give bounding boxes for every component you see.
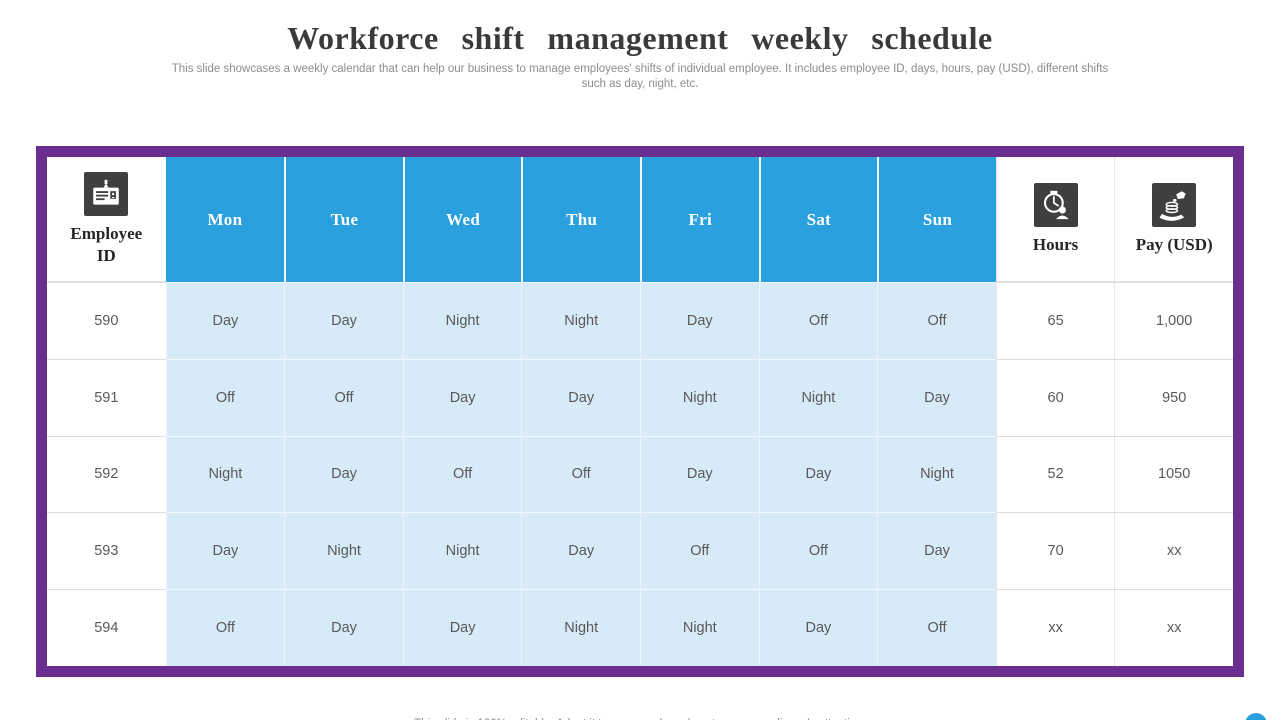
- table-row-3-sat: Off: [758, 512, 878, 590]
- table-row-1-wed: Day: [402, 358, 522, 436]
- table-row-2-hours: 52: [995, 435, 1115, 513]
- table-row-3-fri: Off: [639, 512, 759, 590]
- table-row-0-mon: Day: [165, 282, 285, 359]
- table-row-2-thu: Off: [521, 435, 640, 513]
- table-row-3-mon: Day: [165, 512, 285, 590]
- table-row-2-id: 592: [47, 435, 166, 513]
- table-row-1-fri: Night: [639, 358, 759, 436]
- table-row-3-hours: 70: [995, 512, 1115, 590]
- table-row-0-wed: Night: [402, 282, 522, 359]
- table-row-2-sun: Night: [877, 435, 996, 513]
- pay-header: Pay (USD): [1114, 157, 1233, 282]
- table-row-3-sun: Day: [877, 512, 996, 590]
- table-row-0-sat: Off: [758, 282, 878, 359]
- table-row-2-pay: 1050: [1114, 435, 1233, 513]
- table-row-4-mon: Off: [165, 589, 285, 666]
- slide-subtitle: This slide showcases a weekly calendar t…: [171, 63, 1109, 91]
- employee-id-header-label: Employee ID: [70, 224, 143, 265]
- table-row-0-thu: Night: [521, 282, 640, 359]
- table-row-2-tue: Day: [284, 435, 403, 513]
- page-title: Workforce shift management weekly schedu…: [287, 20, 993, 56]
- table-row-0-tue: Day: [284, 282, 403, 359]
- table-row-3-tue: Night: [284, 512, 403, 590]
- schedule-table: Employee ID Mon Tue Wed Thu Fri Sat Sun: [47, 157, 1233, 666]
- table-row-4-sat: Day: [758, 589, 878, 666]
- table-row-1-mon: Off: [165, 358, 285, 436]
- slide: Workforce shift management weekly schedu…: [0, 20, 1280, 720]
- table-row-2-sat: Day: [758, 435, 878, 513]
- day-header-fri: Fri: [639, 157, 759, 282]
- table-row-4-hours: xx: [995, 589, 1115, 666]
- table-row-4-wed: Day: [402, 589, 522, 666]
- table-row-0-id: 590: [47, 282, 166, 359]
- schedule-table-frame: Employee ID Mon Tue Wed Thu Fri Sat Sun: [36, 146, 1244, 677]
- table-row-4-tue: Day: [284, 589, 403, 666]
- day-header-sun: Sun: [877, 157, 996, 282]
- table-row-4-thu: Night: [521, 589, 640, 666]
- hand-coins-icon: [1152, 182, 1197, 227]
- day-header-tue: Tue: [284, 157, 403, 282]
- pay-header-label: Pay (USD): [1135, 234, 1213, 254]
- table-row-0-hours: 65: [995, 282, 1115, 359]
- table-row-1-sat: Night: [758, 358, 878, 436]
- table-row-1-thu: Day: [521, 358, 640, 436]
- table-row-4-pay: xx: [1114, 589, 1233, 666]
- table-row-4-fri: Night: [639, 589, 759, 666]
- table-row-1-pay: 950: [1114, 358, 1233, 436]
- day-header-thu: Thu: [521, 157, 640, 282]
- hours-header-label: Hours: [1032, 234, 1079, 254]
- table-row-2-wed: Off: [402, 435, 522, 513]
- table-row-1-sun: Day: [877, 358, 996, 436]
- table-row-1-id: 591: [47, 358, 166, 436]
- table-row-0-sun: Off: [877, 282, 996, 359]
- day-header-mon: Mon: [165, 157, 285, 282]
- day-header-wed: Wed: [402, 157, 522, 282]
- id-badge-icon: [84, 172, 129, 217]
- table-row-3-pay: xx: [1114, 512, 1233, 590]
- table-row-1-tue: Off: [284, 358, 403, 436]
- table-row-0-pay: 1,000: [1114, 282, 1233, 359]
- table-row-4-id: 594: [47, 589, 166, 666]
- employee-id-header: Employee ID: [47, 157, 166, 282]
- hours-header: Hours: [995, 157, 1115, 282]
- table-row-3-wed: Night: [402, 512, 522, 590]
- editable-note: This slide is 100% editable. Adapt it to…: [0, 718, 1280, 720]
- table-row-4-sun: Off: [877, 589, 996, 666]
- table-row-2-mon: Night: [165, 435, 285, 513]
- day-header-sat: Sat: [758, 157, 878, 282]
- table-row-3-id: 593: [47, 512, 166, 590]
- clock-user-icon: [1033, 182, 1078, 227]
- table-row-2-fri: Day: [639, 435, 759, 513]
- table-row-3-thu: Day: [521, 512, 640, 590]
- table-row-1-hours: 60: [995, 358, 1115, 436]
- table-row-0-fri: Day: [639, 282, 759, 359]
- accent-dot: [1245, 713, 1267, 720]
